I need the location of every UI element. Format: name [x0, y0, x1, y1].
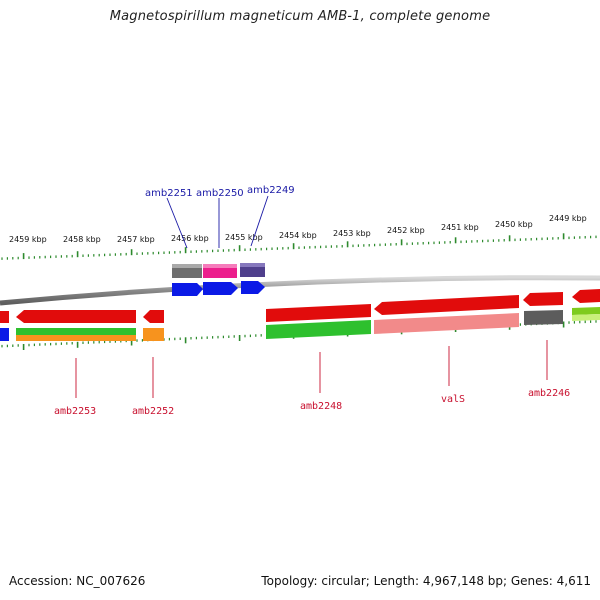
gene-arrow[interactable]	[0, 311, 9, 323]
tick-label-2449: 2449 kbp	[549, 214, 587, 223]
gene-block[interactable]	[203, 264, 237, 268]
gene-arrow[interactable]	[572, 289, 600, 303]
feature-bar[interactable]	[374, 313, 519, 334]
tick-label-2459: 2459 kbp	[9, 235, 47, 244]
leader-line	[166, 197, 188, 249]
gene-label-amb2248[interactable]: amb2248	[300, 401, 342, 412]
tick-label-2453: 2453 kbp	[333, 229, 371, 238]
gene-arrow[interactable]	[374, 295, 519, 315]
gene-label-amb2251[interactable]: amb2251	[145, 188, 193, 199]
feature-bar[interactable]	[572, 314, 600, 321]
genome-summary: Topology: circular; Length: 4,967,148 bp…	[261, 574, 591, 588]
gene-label-amb2252[interactable]: amb2252	[132, 406, 174, 417]
tick-label-2458: 2458 kbp	[63, 235, 101, 244]
feature-bar[interactable]	[572, 307, 600, 315]
gene-arrow[interactable]	[16, 310, 136, 323]
feature-track	[16, 307, 600, 341]
tick-label-2456: 2456 kbp	[171, 234, 209, 243]
gene-arrow[interactable]	[266, 304, 371, 322]
gene-label-amb2249[interactable]: amb2249	[247, 185, 295, 196]
feature-bar[interactable]	[524, 310, 563, 325]
feature-bar[interactable]	[143, 328, 164, 341]
gene-arrow[interactable]	[203, 282, 238, 295]
gene-arrow[interactable]	[523, 292, 563, 306]
feature-bar[interactable]	[16, 328, 136, 335]
gene-track-forward	[0, 281, 265, 341]
tick-label-2457: 2457 kbp	[117, 235, 155, 244]
gene-label-amb2250[interactable]: amb2250	[196, 188, 244, 199]
tick-label-2450: 2450 kbp	[495, 220, 533, 229]
tick-label-2455: 2455 kbp	[225, 233, 263, 242]
genome-backbone	[0, 275, 600, 306]
gene-arrow[interactable]	[241, 281, 265, 294]
gene-track-upper	[172, 263, 265, 278]
gene-label-amb2246[interactable]: amb2246	[528, 388, 570, 399]
page-title: Magnetospirillum magneticum AMB-1, compl…	[109, 9, 491, 24]
scale-ticks-top	[1, 233, 597, 260]
tick-label-2454: 2454 kbp	[279, 231, 317, 240]
top-gene-labels: amb2251 amb2250 amb2249	[145, 185, 295, 249]
gene-block[interactable]	[172, 264, 202, 268]
feature-bar[interactable]	[16, 335, 136, 341]
accession-label: Accession: NC_007626	[9, 574, 146, 588]
bottom-gene-labels: amb2253 amb2252 amb2248 valS amb2246	[54, 340, 570, 417]
gene-track-reverse	[0, 289, 600, 323]
scale-labels: 2459 kbp 2458 kbp 2457 kbp 2456 kbp 2455…	[9, 214, 587, 244]
gene-label-vals[interactable]: valS	[441, 394, 465, 405]
gene-arrow[interactable]	[0, 328, 9, 341]
tick-label-2452: 2452 kbp	[387, 226, 425, 235]
feature-bar[interactable]	[266, 320, 371, 339]
gene-label-amb2253[interactable]: amb2253	[54, 406, 96, 417]
gene-arrow[interactable]	[172, 283, 203, 296]
gene-block[interactable]	[240, 263, 265, 267]
tick-label-2451: 2451 kbp	[441, 223, 479, 232]
leader-line	[250, 195, 269, 247]
gene-arrow[interactable]	[143, 310, 164, 323]
